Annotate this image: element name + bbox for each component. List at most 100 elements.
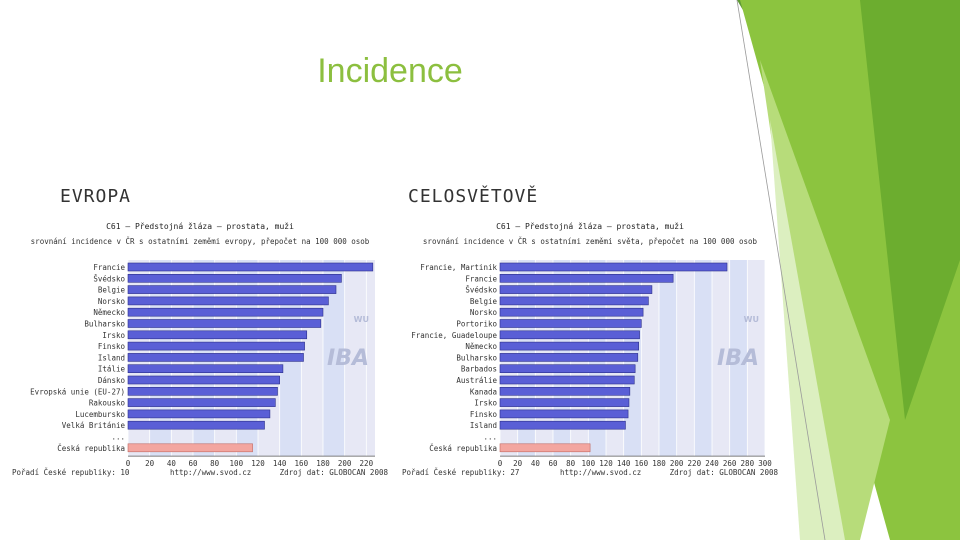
europe-category-label: Island xyxy=(98,353,125,362)
europe-category-label: Evropská unie (EU-27) xyxy=(30,387,125,396)
europe-category-label: Bulharsko xyxy=(84,320,125,329)
europe-tick-label: 0 xyxy=(126,459,131,468)
europe-tick-label: 140 xyxy=(273,459,287,468)
europe-tick-label: 120 xyxy=(251,459,265,468)
deco-pale-green-shard xyxy=(770,120,845,540)
world-bar xyxy=(499,443,591,453)
europe-tick-label: 100 xyxy=(230,459,244,468)
world-tick-label: 300 xyxy=(758,459,772,468)
world-category-label: Kanada xyxy=(470,387,497,396)
europe-bar xyxy=(127,364,284,373)
europe-bar xyxy=(127,420,265,430)
europe-category-label: Velká Británie xyxy=(62,421,126,430)
europe-tick-label: 180 xyxy=(316,459,330,468)
europe-watermark-small: WU xyxy=(354,315,369,324)
world-bar xyxy=(499,398,630,407)
europe-tick-label: 60 xyxy=(188,459,198,468)
world-tick-label: 140 xyxy=(617,459,631,468)
europe-category-label: Itálie xyxy=(98,365,126,374)
slide-title: Incidence xyxy=(317,52,463,90)
europe-category-label: Belgie xyxy=(98,286,126,295)
europe-tick-label: 160 xyxy=(295,459,309,468)
europe-bar xyxy=(127,262,374,272)
world-category-label: Bulharsko xyxy=(456,353,497,362)
deco-line xyxy=(736,0,826,540)
world-category-label: Francie, Guadeloupe xyxy=(411,331,497,340)
world-bar xyxy=(499,262,728,272)
world-tick-label: 20 xyxy=(513,459,523,468)
world-category-label: Austrálie xyxy=(456,376,497,385)
world-tick-label: 160 xyxy=(635,459,649,468)
world-category-label: ... xyxy=(483,433,497,442)
world-tick-label: 260 xyxy=(723,459,737,468)
world-chart-svg: C61 – Předstojná žláza – prostata, muži s… xyxy=(402,222,779,477)
world-grid-band xyxy=(729,260,748,457)
world-tick-label: 60 xyxy=(548,459,558,468)
world-category-label: Norsko xyxy=(470,308,498,317)
europe-category-label: Norsko xyxy=(98,297,126,306)
world-category-label: Irsko xyxy=(474,399,497,408)
world-category-label: Francie xyxy=(465,274,497,283)
europe-footer-source: Zdroj dat: GLOBOCAN 2008 xyxy=(280,468,389,477)
europe-chart-svg: C61 – Předstojná žláza – prostata, muži s… xyxy=(12,222,389,477)
world-tick-label: 100 xyxy=(582,459,596,468)
world-category-label: Island xyxy=(470,421,497,430)
world-bar xyxy=(499,296,649,306)
europe-title: C61 – Předstojná žláza – prostata, muži xyxy=(106,222,294,231)
world-tick-label: 40 xyxy=(531,459,541,468)
europe-bar xyxy=(127,443,253,453)
worldwide-label: CELOSVĚTOVĚ xyxy=(408,186,539,207)
world-bar xyxy=(499,307,644,317)
world-bar xyxy=(499,420,626,430)
europe-bar xyxy=(127,330,308,340)
europe-watermark-large: IBA xyxy=(327,346,369,371)
europe-label: EVROPA xyxy=(60,186,132,207)
world-category-label: Belgie xyxy=(470,297,498,306)
world-chart: C61 – Předstojná žláza – prostata, muži s… xyxy=(400,215,780,485)
europe-bar xyxy=(127,273,342,283)
world-grid-band xyxy=(694,260,712,457)
europe-subtitle: srovnání incidence v ČR s ostatními země… xyxy=(31,237,370,246)
world-title: C61 – Předstojná žláza – prostata, muži xyxy=(496,222,684,231)
europe-grid-band xyxy=(323,260,345,457)
world-tick-label: 120 xyxy=(599,459,613,468)
world-category-label: Německo xyxy=(465,342,497,351)
europe-bar xyxy=(127,387,278,396)
world-bar xyxy=(499,273,674,283)
world-bar xyxy=(499,341,639,351)
europe-category-label: Irsko xyxy=(102,331,125,340)
world-tick-label: 0 xyxy=(498,459,503,468)
world-grid-band xyxy=(659,260,677,457)
world-watermark-large: IBA xyxy=(717,346,759,371)
europe-bar xyxy=(127,398,276,407)
world-bar xyxy=(499,387,631,396)
europe-category-label: Česká republika xyxy=(57,444,125,453)
europe-footer-rank: Pořadí České republiky: 10 xyxy=(12,468,130,477)
europe-bar xyxy=(127,307,324,317)
world-bar xyxy=(499,319,642,328)
world-footer-url: http://www.svod.cz xyxy=(560,468,641,477)
world-bar xyxy=(499,330,640,340)
europe-tick-label: 80 xyxy=(210,459,220,468)
deco-light-green-shard xyxy=(760,60,890,540)
world-tick-label: 220 xyxy=(688,459,702,468)
world-category-label: Česká republika xyxy=(429,444,497,453)
world-tick-label: 180 xyxy=(652,459,666,468)
europe-bar xyxy=(127,375,280,385)
world-bar xyxy=(499,285,653,294)
world-tick-label: 280 xyxy=(741,459,755,468)
europe-chart: C61 – Předstojná žláza – prostata, muži s… xyxy=(10,215,390,485)
world-bar xyxy=(499,375,635,385)
europe-bar xyxy=(127,341,305,351)
world-bar xyxy=(499,364,636,373)
europe-category-label: Finsko xyxy=(98,342,126,351)
world-category-label: Švédsko xyxy=(465,286,497,295)
europe-tick-label: 40 xyxy=(167,459,177,468)
world-watermark-small: WU xyxy=(744,315,759,324)
europe-bar xyxy=(127,296,329,306)
world-footer-source: Zdroj dat: GLOBOCAN 2008 xyxy=(670,468,779,477)
europe-footer-url: http://www.svod.cz xyxy=(170,468,251,477)
europe-tick-label: 200 xyxy=(338,459,352,468)
world-category-label: Francie, Martinik xyxy=(420,263,497,272)
